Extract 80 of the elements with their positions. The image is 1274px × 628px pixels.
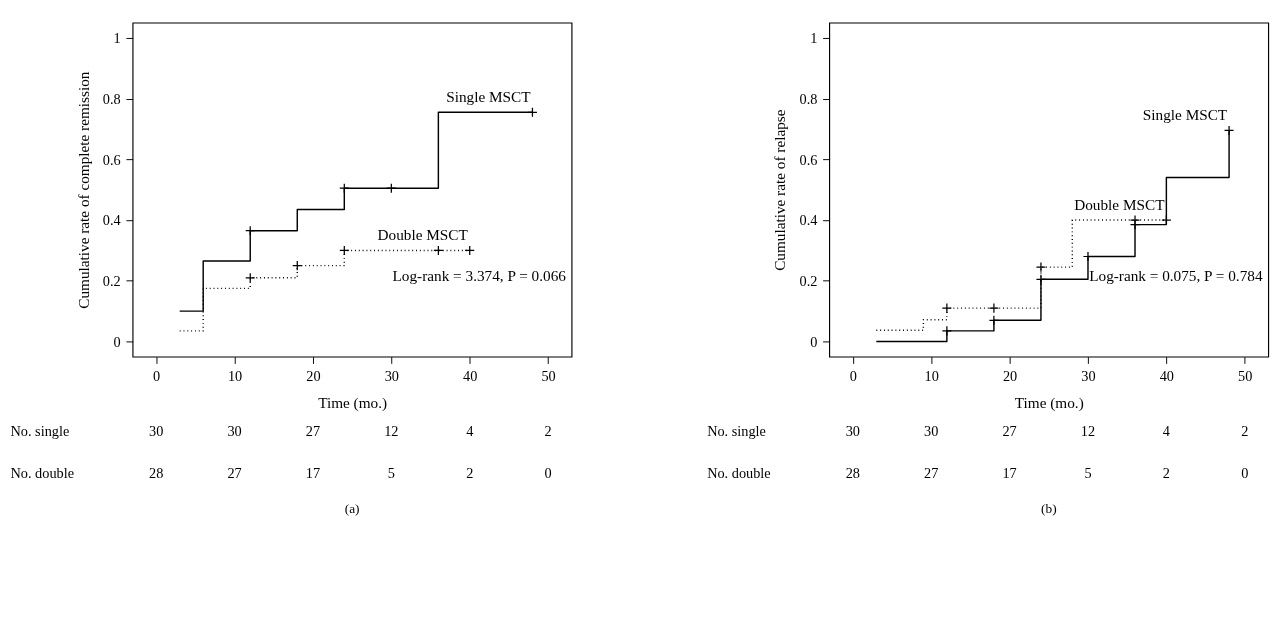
point: [433, 245, 444, 256]
series-label: Single MSCT: [1142, 105, 1228, 123]
text: 28: [149, 464, 164, 481]
text: 4: [1162, 422, 1170, 439]
text: 12: [384, 422, 399, 439]
point: [386, 183, 397, 194]
y-tick-label: 0.4: [799, 212, 818, 229]
series-label: Double MSCT: [377, 225, 469, 243]
text: 30: [845, 422, 860, 439]
text: 2: [1162, 464, 1170, 481]
text: 27: [227, 464, 242, 481]
y-tick-label: 0.4: [102, 212, 121, 229]
y-axis-title: Cumulative rate of complete remission: [74, 71, 92, 309]
text: No. single: [707, 422, 766, 439]
point: [339, 183, 350, 194]
x-tick-label: 10: [924, 368, 939, 385]
text: (b): [1040, 501, 1057, 517]
text: No. double: [10, 464, 75, 481]
x-tick-label: 0: [849, 368, 857, 385]
text: 2: [544, 422, 552, 439]
annotation: Log-rank = 0.075, P = 0.784: [1089, 267, 1263, 285]
y-tick-label: 0.2: [799, 273, 818, 290]
text: 27: [1002, 422, 1017, 439]
y-tick-label: 0: [810, 333, 818, 350]
y-axis-title: Cumulative rate of relapse: [771, 109, 789, 271]
text: 2: [466, 464, 474, 481]
point: [245, 225, 256, 236]
y-tick-label: 0.2: [102, 273, 121, 290]
x-axis-title: Time (mo.): [1014, 393, 1084, 412]
y-tick-label: 1: [810, 30, 818, 47]
x-tick-label: 40: [1159, 368, 1174, 385]
text: 4: [466, 422, 474, 439]
x-tick-label: 40: [463, 368, 478, 385]
text: 17: [305, 464, 321, 481]
point: [1035, 274, 1047, 285]
text: 0: [1241, 464, 1249, 481]
y-tick-label: 0: [113, 333, 121, 350]
annotation: Log-rank = 3.374, P = 0.066: [392, 267, 567, 285]
x-tick-label: 50: [1238, 368, 1253, 385]
text: 27: [305, 422, 321, 439]
x-tick-label: 10: [227, 368, 243, 385]
series-label: Double MSCT: [1074, 195, 1166, 213]
point: [527, 107, 538, 118]
text: 30: [924, 422, 939, 439]
text: 30: [227, 422, 242, 439]
text: 5: [1084, 464, 1092, 481]
y-tick-label: 0.6: [799, 151, 818, 168]
point: [988, 315, 1000, 326]
series-label: Single MSCT: [446, 87, 532, 105]
text: 28: [845, 464, 860, 481]
point: [339, 245, 350, 256]
x-tick-label: 0: [153, 368, 161, 385]
y-tick-label: 0.8: [799, 90, 818, 107]
x-tick-label: 30: [1081, 368, 1096, 385]
text: 0: [544, 464, 552, 481]
x-tick-label: 20: [306, 368, 321, 385]
text: 30: [149, 422, 164, 439]
text: 5: [387, 464, 395, 481]
text: No. double: [707, 464, 771, 481]
text: 12: [1080, 422, 1096, 439]
point: [1035, 261, 1047, 273]
point: [464, 245, 475, 256]
point: [941, 302, 953, 314]
text: (a): [344, 501, 360, 517]
point: [1223, 125, 1235, 136]
point: [292, 260, 303, 271]
x-tick-label: 20: [1002, 368, 1018, 385]
x-tick-label: 30: [384, 368, 399, 385]
text: 27: [924, 464, 939, 481]
y-tick-label: 1: [113, 30, 121, 47]
point: [941, 325, 953, 337]
y-tick-label: 0.8: [102, 90, 121, 107]
x-tick-label: 50: [541, 368, 556, 385]
x-axis-title: Time (mo.): [318, 393, 388, 412]
text: 17: [1002, 464, 1017, 481]
text: 2: [1241, 422, 1249, 439]
y-tick-label: 0.6: [102, 151, 121, 168]
point: [245, 272, 256, 283]
point: [988, 302, 1000, 314]
text: No. single: [10, 422, 70, 439]
